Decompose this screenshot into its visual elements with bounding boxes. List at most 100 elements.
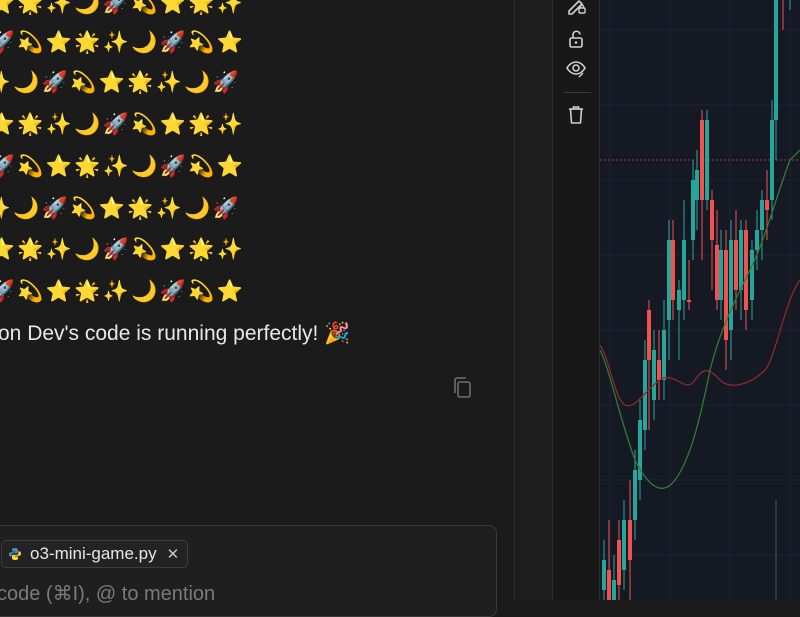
emoji: ✨ (45, 0, 73, 15)
emoji: 🌙 (74, 0, 102, 15)
emoji: ⭐ (98, 70, 126, 94)
emoji: 🌟 (17, 0, 45, 15)
candle-body (724, 250, 728, 340)
emoji: ⭐ (216, 154, 244, 178)
emoji: ⭐ (159, 237, 187, 261)
emoji: ✨ (216, 0, 244, 15)
emoji: ⭐ (45, 30, 73, 54)
candle-body (687, 300, 691, 302)
emoji: ✨ (0, 67, 13, 97)
candle-body (744, 230, 748, 310)
candle-body (633, 470, 637, 520)
emoji: 💫 (188, 30, 216, 54)
emoji: 🌙 (131, 154, 159, 178)
eye-icon[interactable] (565, 58, 587, 80)
composer-placeholder[interactable]: code (⌘I), @ to mention (0, 583, 216, 605)
emoji-row: ⭐🌟✨🌙🚀💫⭐🌟✨ (0, 109, 245, 139)
emoji: ⭐ (45, 154, 73, 178)
emoji: 🚀 (102, 112, 130, 136)
emoji-row: ✨🌙🚀💫⭐🌟✨🌙🚀 (0, 67, 241, 97)
emoji: 🌙 (13, 196, 41, 220)
emoji: ✨ (216, 112, 244, 136)
emoji: 🌟 (74, 279, 102, 303)
emoji-row: ⭐🌟✨🌙🚀💫⭐🌟✨ (0, 0, 245, 18)
candle-body (682, 240, 686, 300)
trash-icon[interactable] (565, 104, 587, 126)
candle-body (667, 240, 671, 320)
emoji: ⭐ (0, 112, 16, 136)
emoji: 🌙 (131, 30, 159, 54)
candle-body (715, 245, 719, 300)
candle-body (657, 360, 661, 380)
emoji: 🌟 (17, 112, 45, 136)
emoji: 🌟 (74, 30, 102, 54)
candle-body (677, 290, 681, 310)
emoji: ✨ (102, 279, 130, 303)
emoji: 💫 (17, 30, 45, 54)
candle-body (671, 240, 675, 300)
emoji: 🌟 (188, 112, 216, 136)
pencil-lock-icon[interactable] (565, 0, 587, 16)
emoji: 🚀 (41, 70, 69, 94)
candle-body (705, 120, 709, 200)
unlock-icon[interactable] (565, 28, 587, 50)
emoji: 🌙 (74, 237, 102, 261)
candle-body (729, 240, 733, 330)
emoji: 🌟 (17, 237, 45, 261)
candle-body (710, 200, 714, 240)
emoji: 🚀 (212, 196, 240, 220)
emoji: ⭐ (0, 0, 16, 15)
candle-body (760, 200, 764, 230)
candle-body (691, 180, 695, 240)
copy-icon[interactable] (452, 376, 474, 400)
candle-body (622, 520, 626, 570)
candle-body (770, 120, 774, 200)
chat-panel: ⭐🌟✨🌙🚀💫⭐🌟✨🚀💫⭐🌟✨🌙🚀💫⭐✨🌙🚀💫⭐🌟✨🌙🚀⭐🌟✨🌙🚀💫⭐🌟✨🚀💫⭐🌟… (0, 0, 497, 617)
emoji: ⭐ (216, 30, 244, 54)
context-file-chip[interactable]: o3-mini-game.py ✕ (1, 540, 189, 568)
emoji-row: 🚀💫⭐🌟✨🌙🚀💫⭐ (0, 276, 245, 306)
candle-body (719, 250, 723, 300)
candle-body (602, 560, 606, 590)
candle-body (612, 580, 616, 600)
candle-body (739, 230, 743, 290)
emoji: 🚀 (159, 154, 187, 178)
candle-body (774, 0, 778, 120)
emoji: 🚀 (159, 30, 187, 54)
emoji: 🚀 (159, 279, 187, 303)
emoji: 🚀 (102, 0, 130, 15)
chat-composer[interactable]: o3-mini-game.py ✕ code (⌘I), @ to mentio… (0, 525, 497, 617)
emoji: ✨ (155, 70, 183, 94)
emoji-row: ✨🌙🚀💫⭐🌟✨🌙🚀 (0, 193, 241, 223)
emoji: ✨ (216, 237, 244, 261)
candle-body (662, 330, 666, 380)
emoji: 🌙 (74, 112, 102, 136)
price-chart[interactable] (600, 0, 800, 600)
candle-body (647, 310, 651, 360)
emoji: 💫 (131, 237, 159, 261)
emoji: 🌟 (188, 0, 216, 15)
emoji: 💫 (188, 279, 216, 303)
panel-divider[interactable] (514, 0, 515, 600)
emoji: ✨ (45, 112, 73, 136)
candle-body (700, 120, 704, 200)
emoji: ⭐ (159, 112, 187, 136)
emoji: 🌟 (74, 154, 102, 178)
emoji-row: 🚀💫⭐🌟✨🌙🚀💫⭐ (0, 151, 245, 181)
emoji: 🚀 (41, 196, 69, 220)
remove-file-button[interactable]: ✕ (166, 546, 180, 563)
emoji: ✨ (45, 237, 73, 261)
ma-slow-line (600, 279, 800, 407)
drawing-toolbar (552, 0, 600, 600)
ma-fast-line (600, 149, 800, 489)
emoji: 🌙 (13, 70, 41, 94)
candle-body (607, 570, 611, 600)
emoji: 🚀 (212, 70, 240, 94)
toolbar-separator (563, 92, 591, 93)
candle-body (628, 520, 632, 560)
candle-body (765, 200, 769, 210)
emoji: 🚀 (0, 154, 16, 178)
emoji: 🌙 (184, 70, 212, 94)
candlestick-canvas[interactable] (600, 0, 800, 600)
emoji: 💫 (70, 70, 98, 94)
